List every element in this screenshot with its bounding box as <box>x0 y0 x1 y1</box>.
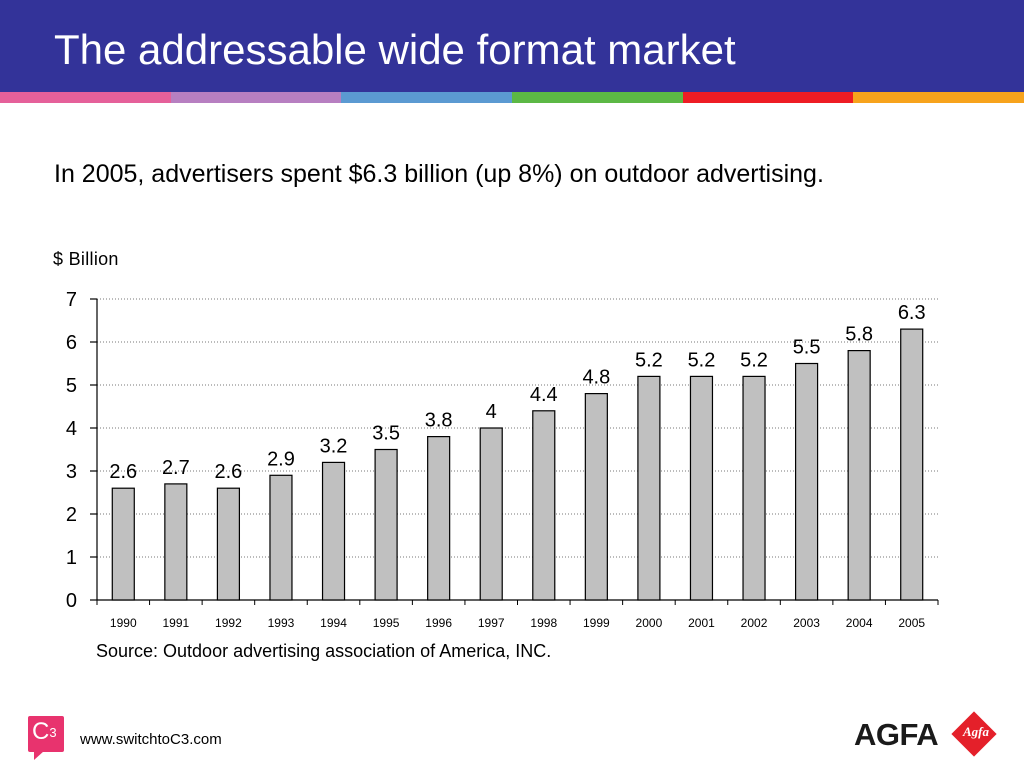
bar <box>532 410 556 601</box>
x-tick-label: 1991 <box>162 616 189 630</box>
y-tick-label: 1 <box>66 547 77 569</box>
agfa-diamond-text: Agfa <box>963 724 989 739</box>
x-tick-label: 1994 <box>320 616 347 630</box>
bar <box>900 328 924 601</box>
y-tick-label: 2 <box>66 504 77 526</box>
bar <box>584 393 608 601</box>
bar <box>794 362 819 601</box>
data-label: 5.2 <box>635 349 663 371</box>
c3-logo-superscript: 3 <box>49 725 57 740</box>
bar <box>847 350 871 601</box>
bar <box>321 461 346 601</box>
stripe-segment <box>853 92 1024 103</box>
y-axis-unit-label: $ Billion <box>53 249 119 269</box>
x-tick-label: 2000 <box>636 616 663 630</box>
x-tick-label: 1990 <box>110 616 137 630</box>
y-tick-label: 3 <box>66 461 77 483</box>
c3-logo: C3 <box>28 716 64 760</box>
data-label: 2.7 <box>162 457 190 479</box>
data-label: 3.8 <box>425 410 453 432</box>
stripe-segment <box>512 92 683 103</box>
data-label: 2.9 <box>267 448 295 470</box>
y-tick-label: 7 <box>66 289 77 311</box>
bar <box>637 375 661 601</box>
stripe-segment <box>170 92 342 103</box>
bar <box>427 436 451 601</box>
x-tick-label: 1999 <box>583 616 610 630</box>
x-tick-label: 2002 <box>741 616 768 630</box>
slide-subtitle: In 2005, advertisers spent $6.3 billion … <box>54 160 824 188</box>
x-tick-label: 2003 <box>793 616 820 630</box>
data-label: 2.6 <box>215 461 243 483</box>
bar <box>374 448 398 601</box>
data-label: 5.2 <box>740 349 768 371</box>
y-tick-label: 5 <box>66 375 77 397</box>
data-label: 3.2 <box>320 435 348 457</box>
title-bar: The addressable wide format market <box>0 0 1024 92</box>
bar-chart: 0 1 2 3 4 5 6 7 2.6 1990 2.7 1991 2.6 1992 2.9 1993 3.2 1… <box>66 289 939 630</box>
stripe-segment <box>0 92 171 103</box>
x-tick-label: 1992 <box>215 616 242 630</box>
data-label: 4.4 <box>530 384 558 406</box>
slide-title: The addressable wide format market <box>54 26 736 73</box>
y-tick-label: 4 <box>66 418 77 440</box>
bar <box>164 483 188 601</box>
stripe-segment <box>341 92 513 103</box>
bar <box>479 427 503 601</box>
data-label: 5.8 <box>845 324 873 346</box>
data-label: 4.8 <box>582 367 610 389</box>
agfa-logo: AGFA Agfa <box>854 711 1004 757</box>
bar <box>689 375 714 601</box>
data-label: 3.5 <box>372 423 400 445</box>
y-tick-label: 6 <box>66 332 77 354</box>
color-stripe <box>0 92 1024 103</box>
bar <box>111 487 135 601</box>
data-label: 5.5 <box>793 337 821 359</box>
agfa-logo-word: AGFA <box>854 717 939 752</box>
x-tick-label: 1996 <box>425 616 452 630</box>
x-tick-label: 1998 <box>530 616 557 630</box>
website-link[interactable]: www.switchtoC3.com <box>80 731 222 748</box>
x-tick-label: 1993 <box>268 616 295 630</box>
x-tick-label: 2001 <box>688 616 715 630</box>
source-note: Source: Outdoor advertising association … <box>96 641 552 661</box>
bar <box>269 474 293 601</box>
c3-logo-letter: C <box>32 718 50 745</box>
x-tick-label: 1997 <box>478 616 505 630</box>
y-tick-label: 0 <box>66 590 77 612</box>
x-tick-label: 2005 <box>898 616 925 630</box>
data-label: 2.6 <box>109 461 137 483</box>
data-label: 6.3 <box>898 302 926 324</box>
x-tick-label: 1995 <box>373 616 400 630</box>
data-label: 4 <box>486 401 497 423</box>
stripe-segment <box>682 92 854 103</box>
x-tick-label: 2004 <box>846 616 873 630</box>
data-label: 5.2 <box>688 349 716 371</box>
bar <box>216 487 241 601</box>
bar <box>742 375 766 601</box>
